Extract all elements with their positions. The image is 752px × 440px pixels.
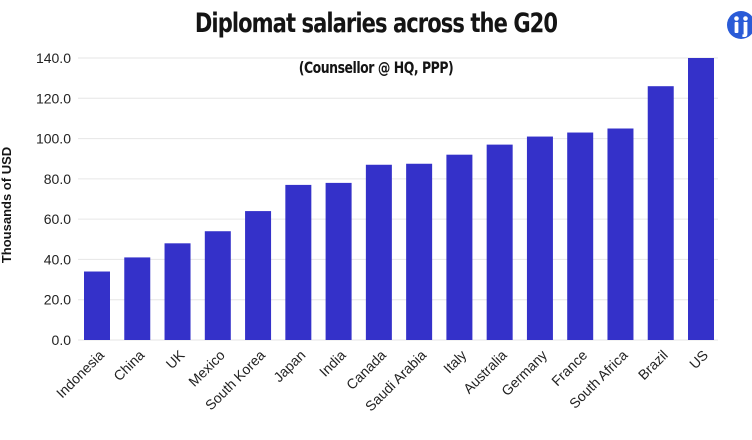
y-tick-label: 100.0 — [36, 131, 71, 147]
bar — [325, 182, 352, 340]
x-tick-label: South Korea — [202, 347, 269, 414]
bar — [406, 163, 433, 340]
x-tick-label: Australia — [460, 347, 510, 397]
bar — [124, 257, 151, 340]
bar — [285, 184, 312, 340]
y-tick-label: 20.0 — [44, 292, 71, 308]
y-tick-label: 80.0 — [44, 171, 71, 187]
x-tick-label: Mexico — [185, 347, 228, 390]
bar — [84, 271, 110, 340]
x-tick-label: Italy — [440, 347, 469, 376]
y-tick-label: 0.0 — [52, 332, 72, 348]
gridlines — [78, 57, 718, 341]
x-tick-label: Canada — [343, 347, 389, 393]
y-tick-label: 40.0 — [44, 251, 71, 267]
bar — [164, 243, 191, 340]
y-tick-label: 120.0 — [36, 90, 71, 106]
bar — [647, 86, 674, 340]
chart-subtitle: (Counsellor @ HQ, PPP) — [298, 58, 454, 77]
y-axis-label: Thousands of USD — [0, 147, 14, 263]
bar — [446, 154, 473, 340]
x-tick-label: Indonesia — [53, 347, 107, 401]
bars — [84, 58, 714, 340]
x-tick-label: France — [548, 347, 590, 389]
x-tick-label: Brazil — [635, 347, 671, 383]
x-tick-label: Japan — [270, 347, 308, 385]
bar — [526, 136, 553, 340]
bar — [486, 144, 513, 340]
x-tick-label: UK — [163, 346, 189, 372]
bar — [365, 164, 392, 340]
bar — [607, 128, 634, 340]
x-tick-label: Saudi Arabia — [362, 347, 430, 415]
x-tick-label: South Africa — [566, 347, 631, 412]
bar — [688, 58, 714, 340]
bar — [245, 211, 272, 340]
bar — [567, 132, 594, 340]
y-tick-label: 140.0 — [36, 50, 71, 66]
bar — [204, 231, 231, 340]
x-tick-label: Germany — [498, 347, 550, 399]
x-tick-label: India — [316, 347, 349, 380]
y-tick-label: 60.0 — [44, 211, 71, 227]
brand-logo-icon — [727, 11, 752, 39]
x-tick-label: China — [110, 347, 147, 384]
x-tick-label: US — [686, 347, 711, 372]
chart-title: Diplomat salaries across the G20 — [194, 8, 558, 39]
y-axis-ticks: 0.0 20.0 40.0 60.0 80.0 100.0 120.0 140.0 — [36, 50, 71, 348]
